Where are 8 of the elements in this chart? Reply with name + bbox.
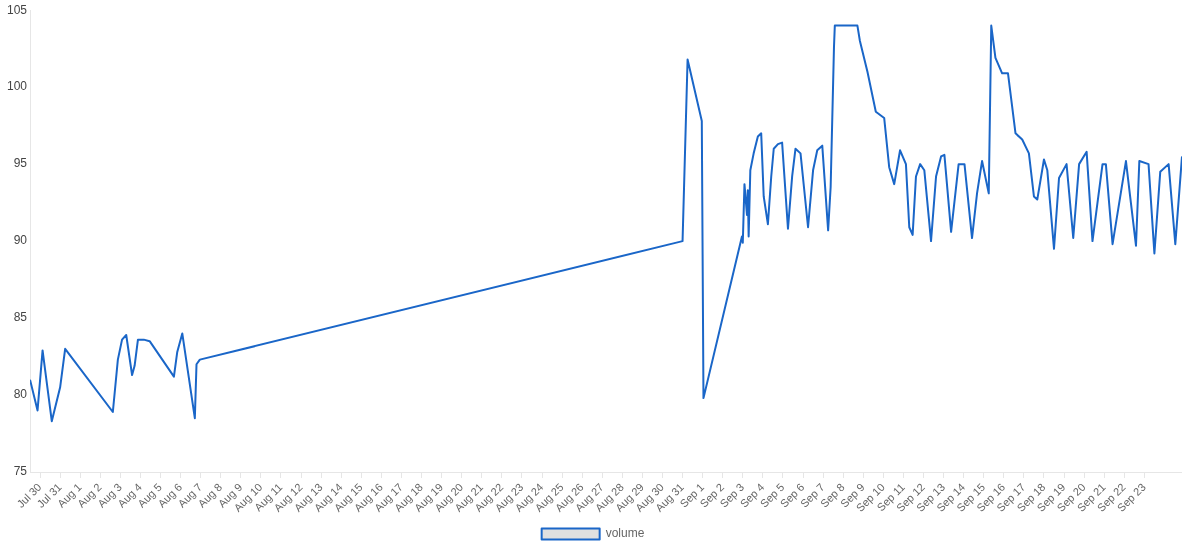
- y-tick-label: 85: [13, 310, 28, 325]
- y-tick-label: 100: [6, 79, 28, 94]
- y-tick-label: 80: [13, 387, 28, 402]
- y-tick-label: 105: [6, 2, 28, 17]
- y-tick-label: 75: [13, 464, 28, 479]
- y-tick-label: 90: [13, 233, 28, 248]
- y-tick-label: 95: [13, 156, 28, 171]
- legend-label: volume: [605, 526, 645, 541]
